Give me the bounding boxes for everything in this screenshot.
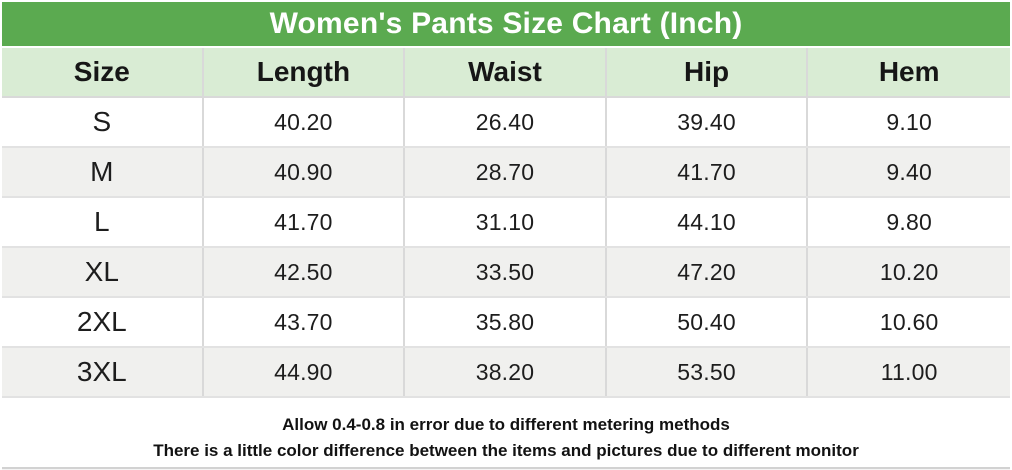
length-cell: 42.50 — [203, 248, 406, 296]
header-cell-hip: Hip — [606, 48, 809, 96]
header-cell-length: Length — [203, 48, 406, 96]
chart-title: Women's Pants Size Chart (Inch) — [269, 7, 743, 40]
waist-cell: 31.10 — [405, 198, 607, 246]
size-cell: 3XL — [2, 348, 204, 396]
hip-cell: 53.50 — [606, 348, 809, 396]
footer-note-color-difference: There is a little color difference betwe… — [153, 441, 859, 460]
size-cell: 2XL — [2, 298, 204, 346]
size-cell: XL — [2, 248, 204, 296]
header-cell-waist: Waist — [405, 48, 607, 96]
header-cell-size: Size — [2, 48, 204, 96]
hip-cell: 50.40 — [606, 298, 809, 346]
table-row: 3XL 44.90 38.20 53.50 11.00 — [2, 348, 1010, 398]
hip-cell: 41.70 — [606, 148, 809, 196]
table-row: S 40.20 26.40 39.40 9.10 — [2, 98, 1010, 148]
hip-cell: 44.10 — [606, 198, 809, 246]
hem-cell: 10.60 — [808, 298, 1010, 346]
size-cell: S — [2, 98, 204, 146]
table-row: XL 42.50 33.50 47.20 10.20 — [2, 248, 1010, 298]
hem-cell: 9.10 — [808, 98, 1010, 146]
size-cell: L — [2, 198, 204, 246]
waist-cell: 35.80 — [405, 298, 607, 346]
hem-cell: 9.40 — [808, 148, 1010, 196]
header-cell-hem: Hem — [808, 48, 1010, 96]
length-cell: 40.90 — [203, 148, 406, 196]
size-cell: M — [2, 148, 204, 196]
waist-cell: 26.40 — [405, 98, 607, 146]
hem-cell: 11.00 — [808, 348, 1010, 396]
table-row: L 41.70 31.10 44.10 9.80 — [2, 198, 1010, 248]
length-cell: 40.20 — [203, 98, 406, 146]
size-chart-table: Size Length Waist Hip Hem S 40.20 26.40 … — [2, 48, 1010, 398]
hip-cell: 39.40 — [606, 98, 809, 146]
waist-cell: 33.50 — [405, 248, 607, 296]
footer-note-error-tolerance: Allow 0.4-0.8 in error due to different … — [282, 415, 730, 434]
table-header-row: Size Length Waist Hip Hem — [2, 48, 1010, 98]
chart-title-bar: Women's Pants Size Chart (Inch) — [2, 2, 1010, 46]
table-row: M 40.90 28.70 41.70 9.40 — [2, 148, 1010, 198]
hem-cell: 10.20 — [808, 248, 1010, 296]
waist-cell: 38.20 — [405, 348, 607, 396]
length-cell: 44.90 — [203, 348, 406, 396]
length-cell: 41.70 — [203, 198, 406, 246]
footer-notes: Allow 0.4-0.8 in error due to different … — [2, 398, 1010, 469]
length-cell: 43.70 — [203, 298, 406, 346]
table-row: 2XL 43.70 35.80 50.40 10.60 — [2, 298, 1010, 348]
hip-cell: 47.20 — [606, 248, 809, 296]
waist-cell: 28.70 — [405, 148, 607, 196]
hem-cell: 9.80 — [808, 198, 1010, 246]
